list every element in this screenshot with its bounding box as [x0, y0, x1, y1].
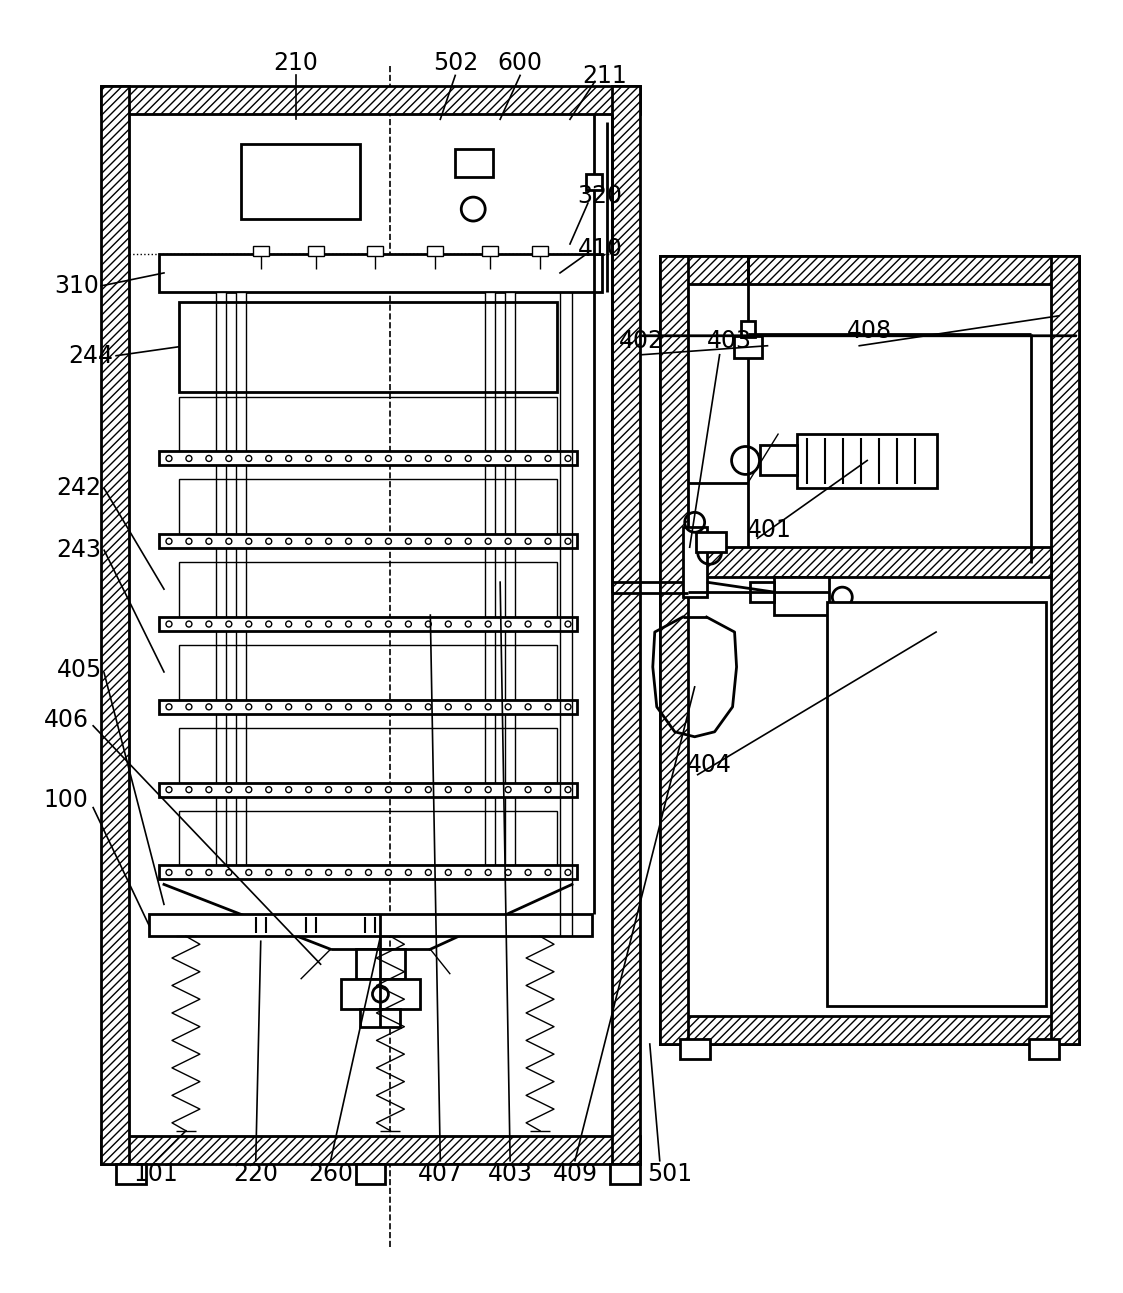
Text: 405: 405 — [56, 658, 102, 681]
Bar — [532, 246, 548, 256]
Bar — [240, 145, 360, 219]
Bar — [308, 246, 323, 256]
Bar — [612, 87, 640, 1164]
Text: 100: 100 — [44, 787, 89, 812]
Text: 320: 320 — [577, 184, 622, 208]
Bar — [360, 1009, 401, 1027]
Bar — [659, 256, 687, 1043]
Bar — [679, 1040, 710, 1059]
Bar — [216, 292, 226, 869]
Text: 403: 403 — [707, 328, 752, 353]
Bar — [659, 1016, 1079, 1043]
Bar — [159, 534, 577, 548]
Bar — [179, 811, 557, 865]
Bar — [586, 175, 602, 190]
Bar — [828, 603, 1046, 1006]
Bar — [340, 979, 420, 1009]
Text: 244: 244 — [69, 344, 113, 367]
Text: 408: 408 — [847, 319, 892, 343]
Text: 403: 403 — [487, 1161, 532, 1186]
Text: 243: 243 — [56, 538, 102, 562]
Bar — [455, 149, 493, 177]
Bar — [775, 577, 830, 615]
Bar — [485, 292, 495, 869]
Text: 502: 502 — [432, 52, 478, 75]
Bar — [179, 728, 557, 782]
Bar — [236, 292, 246, 869]
Bar — [159, 617, 577, 631]
Text: 404: 404 — [687, 753, 732, 777]
Bar — [1051, 256, 1079, 1043]
Bar — [179, 562, 557, 617]
Bar — [740, 321, 755, 336]
Bar — [367, 246, 383, 256]
Bar — [179, 397, 557, 451]
Bar — [101, 87, 129, 1164]
Bar — [101, 87, 640, 114]
Bar — [687, 547, 1051, 577]
Bar — [159, 865, 577, 879]
Bar — [179, 645, 557, 700]
Text: 211: 211 — [583, 65, 628, 88]
Bar — [749, 582, 775, 603]
Bar — [356, 1164, 385, 1183]
Bar — [253, 246, 268, 256]
Text: 409: 409 — [553, 1161, 597, 1186]
Text: 600: 600 — [497, 52, 542, 75]
Bar — [659, 256, 1079, 284]
Text: 101: 101 — [134, 1161, 179, 1186]
Bar — [159, 253, 602, 292]
Bar — [116, 1164, 146, 1183]
Bar — [159, 782, 577, 796]
Text: 501: 501 — [647, 1161, 692, 1186]
Text: 220: 220 — [234, 1161, 279, 1186]
Bar — [797, 433, 937, 489]
Bar — [683, 528, 706, 597]
Bar — [1029, 1040, 1059, 1059]
Text: 310: 310 — [54, 274, 99, 297]
Bar — [159, 700, 577, 714]
Text: 401: 401 — [747, 518, 792, 542]
Bar — [428, 246, 444, 256]
Bar — [482, 246, 499, 256]
Bar — [610, 1164, 640, 1183]
Bar — [659, 256, 1079, 1043]
Bar — [129, 114, 612, 1135]
Text: 406: 406 — [44, 707, 89, 732]
Bar — [101, 1135, 640, 1164]
Bar — [179, 301, 557, 392]
Text: 407: 407 — [418, 1161, 463, 1186]
Bar — [759, 446, 797, 476]
Bar — [356, 949, 405, 979]
Text: 260: 260 — [308, 1161, 353, 1186]
Text: 402: 402 — [619, 328, 665, 353]
Bar — [687, 284, 1051, 547]
Bar — [179, 480, 557, 534]
Text: 410: 410 — [577, 237, 622, 261]
Bar — [695, 533, 725, 552]
Bar — [159, 451, 577, 465]
Bar — [149, 914, 592, 936]
Text: 210: 210 — [273, 52, 318, 75]
Bar — [733, 336, 761, 358]
Bar — [505, 292, 515, 869]
Text: 242: 242 — [56, 476, 102, 500]
